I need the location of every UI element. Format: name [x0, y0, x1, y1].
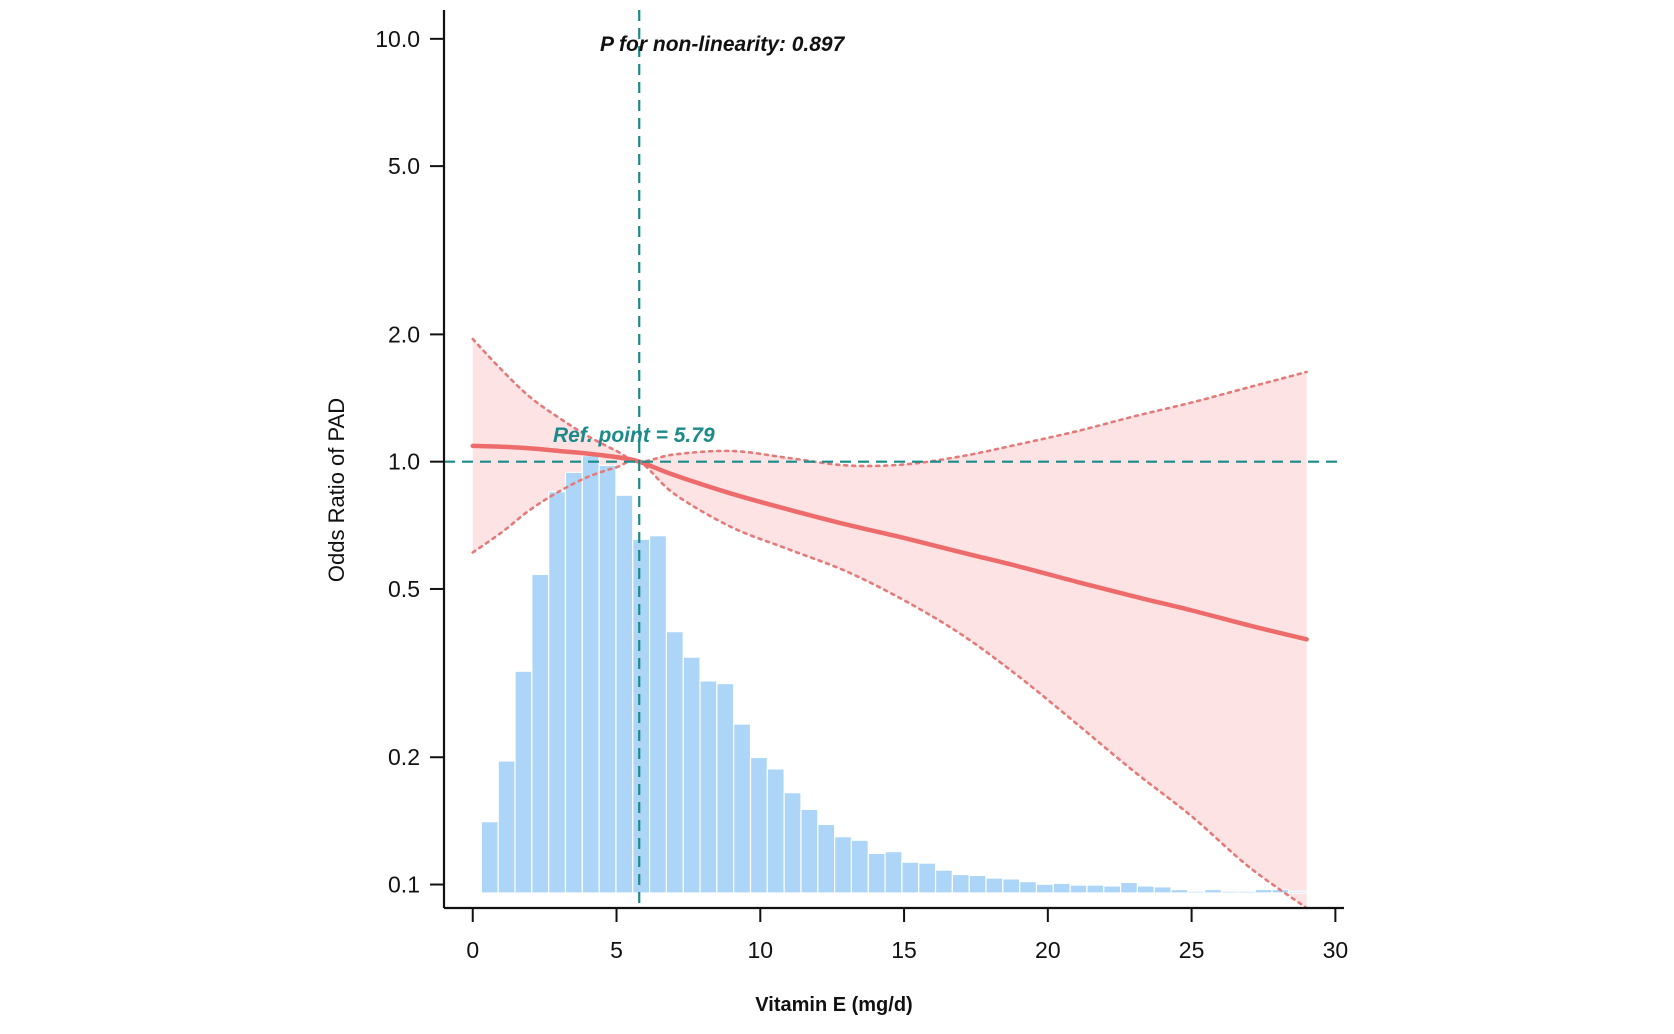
histogram-bar [1019, 880, 1038, 894]
histogram-bar [817, 823, 836, 894]
histogram-bar [918, 862, 937, 894]
histogram-bar [1220, 890, 1239, 894]
histogram-bar [800, 808, 819, 894]
histogram-bar [564, 471, 583, 894]
histogram-bar [1119, 881, 1138, 894]
histogram-bar [783, 792, 802, 894]
histogram-bar [749, 756, 768, 894]
confidence-band [472, 339, 1307, 908]
histogram-bar [766, 768, 785, 894]
histogram-bar [648, 535, 668, 894]
histogram-bar [480, 821, 499, 894]
histogram-bar [884, 851, 903, 894]
estimate-curve-layer [470, 443, 1309, 642]
y-tick-label: 5.0 [388, 153, 420, 179]
histogram-bar [1103, 885, 1122, 894]
ci-lines-layer [471, 337, 1308, 910]
x-tick-label: 30 [1323, 937, 1349, 963]
histogram-bar [514, 670, 533, 894]
estimate-curve [470, 443, 1309, 642]
x-tick-label: 0 [466, 937, 479, 963]
histogram-bar [850, 839, 869, 894]
reference-lines-layer [444, 10, 1344, 908]
histogram-bar [1153, 886, 1172, 894]
confidence-band-layer [472, 339, 1307, 908]
histogram-bar [867, 852, 886, 894]
histogram-bar [1052, 882, 1071, 894]
histogram-bar [1288, 890, 1307, 894]
upper-ci-line [471, 337, 1308, 468]
y-tick-label: 1.0 [388, 449, 420, 475]
histogram-bar [901, 861, 920, 894]
histogram-bar [716, 682, 735, 894]
histogram-bar [834, 836, 853, 894]
y-tick-label: 0.1 [388, 872, 420, 898]
histogram-bar [531, 573, 550, 894]
p-nonlinearity-annotation: P for non-linearity: 0.897 [600, 33, 846, 56]
histogram-bar [934, 869, 953, 894]
histogram-bar [1187, 890, 1206, 894]
y-tick-label: 0.2 [388, 744, 420, 770]
histogram-bar [1254, 888, 1273, 894]
histogram-bar [733, 723, 752, 894]
lower-ci-line [471, 459, 1308, 910]
histogram-bar [1204, 888, 1223, 894]
histogram-bar [598, 464, 617, 894]
histogram-bar [548, 491, 567, 894]
histogram-bar [1086, 884, 1105, 894]
histogram-bar [1069, 884, 1088, 894]
y-tick-label: 0.5 [388, 576, 420, 602]
x-tick-label: 25 [1179, 937, 1205, 963]
histogram-bar [951, 873, 970, 894]
histogram-bar [985, 877, 1004, 894]
histogram-bar [1237, 890, 1256, 894]
x-tick-label: 20 [1035, 937, 1061, 963]
x-tick-label: 5 [610, 937, 623, 963]
x-axis-title: Vitamin E (mg/d) [755, 994, 912, 1016]
x-tick-label: 15 [891, 937, 917, 963]
ref-point-annotation: Ref. point = 5.79 [553, 424, 715, 447]
histogram-layer [480, 455, 1307, 894]
histogram-bar [1035, 883, 1054, 894]
histogram-bar [581, 455, 600, 894]
histogram-bar [1170, 888, 1189, 894]
y-axis-title: Odds Ratio of PAD [324, 398, 349, 582]
histogram-bar [968, 874, 987, 894]
histogram-bar [682, 656, 701, 894]
x-tick-label: 10 [747, 937, 773, 963]
histogram-bar [632, 538, 651, 894]
histogram-bar [1002, 878, 1021, 894]
histogram-bar [615, 494, 634, 894]
y-tick-label: 10.0 [375, 26, 420, 52]
histogram-bar [1136, 885, 1155, 894]
histogram-bar [699, 680, 718, 894]
axes-layer: 0.1 0.2 0.5 1.0 2.0 5.0 10.0 0 5 10 15 20 25 30 [375, 10, 1348, 963]
histogram-bar [665, 631, 684, 894]
y-tick-label: 2.0 [388, 321, 420, 347]
histogram-bar [497, 760, 516, 894]
